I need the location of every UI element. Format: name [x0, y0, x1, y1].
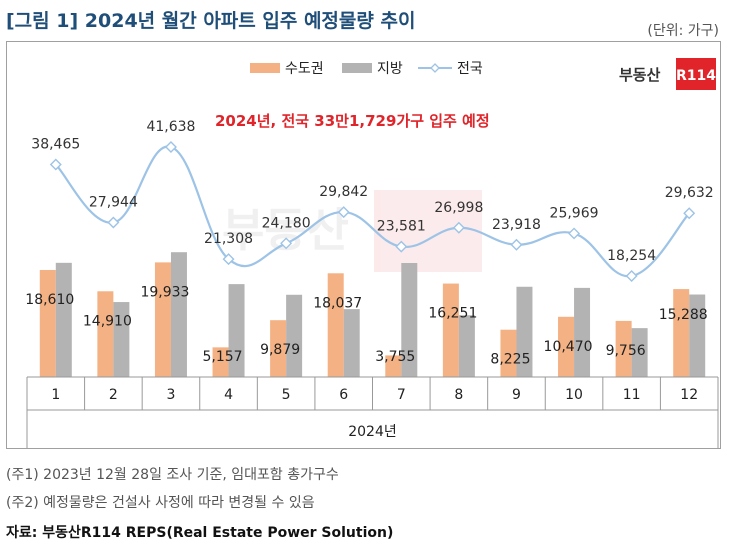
bar-label: 8,225: [490, 352, 530, 368]
bar-capital: [673, 289, 690, 377]
bar-label: 15,288: [659, 307, 708, 323]
legend-marker-national: [430, 63, 440, 73]
line-label: 18,254: [607, 248, 656, 264]
x-tick-label: 9: [512, 387, 521, 403]
line-point-national: [280, 237, 293, 250]
line-national: [54, 145, 691, 278]
bar-local: [170, 252, 187, 377]
line-label: 38,465: [31, 137, 80, 153]
bar-local: [228, 284, 245, 377]
footnote-1: (주1) 2023년 12월 28일 조사 기준, 임대포함 총가구수: [6, 467, 339, 483]
bar-capital: [442, 283, 459, 377]
line-label: 41,638: [146, 119, 195, 135]
bar-label: 18,037: [313, 295, 362, 311]
bar-label: 19,933: [140, 284, 189, 300]
bar-label: 9,879: [260, 342, 300, 358]
line-point-national: [337, 206, 350, 219]
line-point-national: [683, 207, 696, 220]
x-tick-label: 12: [680, 387, 698, 403]
line-point-national: [49, 158, 62, 171]
bar-capital: [212, 347, 229, 377]
line-label: 25,969: [550, 205, 599, 221]
line-point-national: [452, 221, 465, 234]
line-point-national: [568, 227, 581, 240]
x-tick-label: 1: [51, 387, 60, 403]
bar-local: [401, 263, 418, 377]
line-point-national: [164, 141, 177, 153]
bar-local: [631, 328, 648, 377]
logo-box-text: R114: [676, 68, 716, 84]
x-tick-label: 10: [565, 387, 583, 403]
logo-text: 부동산: [619, 66, 661, 84]
bar-local: [55, 262, 72, 377]
x-tick-label: 5: [282, 387, 291, 403]
bar-label: 16,251: [428, 306, 477, 322]
unit-label: (단위: 가구): [647, 23, 719, 39]
line-label: 23,918: [492, 217, 541, 233]
bar-label: 5,157: [202, 349, 242, 365]
page-title: [그림 1] 2024년 월간 아파트 입주 예정물량 추이: [6, 10, 416, 32]
source-text: 자료: 부동산R114 REPS(Real Estate Power Solut…: [6, 525, 394, 541]
bar-capital: [385, 355, 402, 377]
plot-area: 38,465 27,944 41,638 21,308 24,180 29,842 23,5…: [25, 119, 719, 448]
legend-swatch-capital: [250, 63, 280, 73]
bar-label: 3,755: [375, 349, 415, 365]
bar-label: 9,756: [606, 343, 646, 359]
legend-label-local: 지방: [377, 61, 403, 77]
line-point-national: [625, 270, 638, 282]
legend: 수도권 지방 전국: [250, 61, 483, 77]
bar-label: 10,470: [544, 339, 593, 355]
bar-label: 18,610: [25, 292, 74, 308]
line-label: 27,944: [89, 195, 138, 211]
line-point-national: [107, 216, 120, 229]
bar-local: [516, 286, 533, 377]
x-axis-label: 2024년: [348, 424, 397, 440]
x-tick-label: 6: [339, 387, 348, 403]
legend-swatch-local: [342, 63, 372, 73]
bar-capital: [97, 291, 114, 377]
line-label: 26,998: [434, 200, 483, 216]
bar-label: 14,910: [83, 313, 132, 329]
legend-label-capital: 수도권: [285, 61, 324, 77]
x-tick-label: 7: [397, 387, 406, 403]
bar-local: [689, 294, 706, 377]
bar-capital: [39, 269, 56, 377]
line-label: 24,180: [262, 215, 311, 231]
line-label: 23,581: [377, 219, 426, 235]
line-point-national: [222, 253, 235, 266]
x-tick-label: 11: [623, 387, 641, 403]
bar-local: [286, 294, 303, 377]
line-label: 21,308: [204, 231, 253, 247]
bar-capital: [270, 320, 287, 377]
bar-capital: [327, 273, 344, 377]
bar-local: [574, 287, 591, 377]
bar-capital: [500, 329, 517, 377]
chart-frame: [6, 41, 721, 449]
footnote-2: (주2) 예정물량은 건설사 사정에 따라 변경될 수 있음: [6, 495, 315, 511]
x-tick-label: 8: [454, 387, 463, 403]
bar-local: [458, 315, 475, 377]
bar-capital: [154, 262, 171, 377]
line-label: 29,632: [665, 185, 714, 201]
legend-label-national: 전국: [457, 61, 483, 77]
x-tick-label: 3: [166, 387, 175, 403]
bar-local: [113, 302, 130, 377]
line-label: 29,842: [319, 184, 368, 200]
r114-logo: 부동산 R114: [619, 58, 716, 90]
chart-annotation: 2024년, 전국 33만1,729가구 입주 예정: [215, 112, 490, 130]
line-point-national: [395, 240, 408, 253]
logo-box: [676, 58, 716, 90]
bar-local: [343, 309, 360, 377]
bar-capital: [615, 320, 632, 377]
line-point-national: [510, 238, 523, 251]
x-tick-label: 4: [224, 387, 233, 403]
x-tick-label: 2: [109, 387, 118, 403]
bar-capital: [558, 316, 575, 377]
